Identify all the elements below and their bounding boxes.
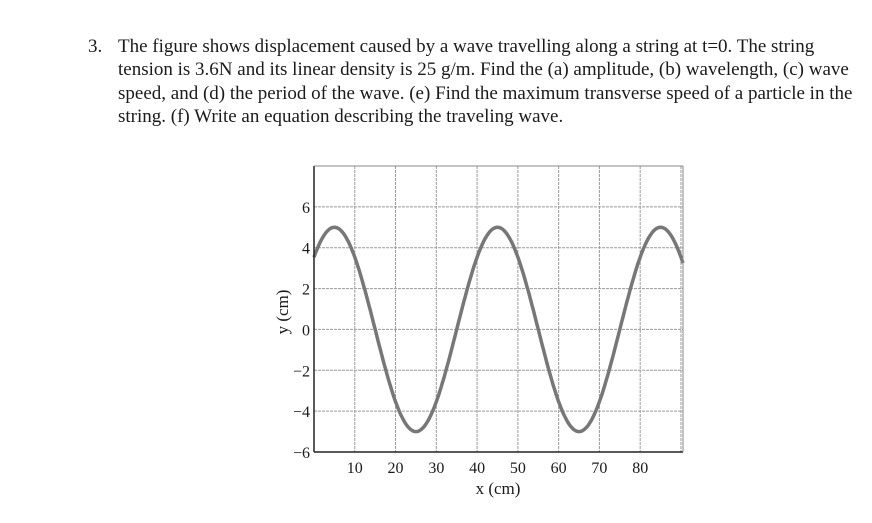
y-tick-label: −2 (293, 363, 310, 380)
y-tick-label: 2 (302, 282, 310, 299)
y-tick-label: −4 (293, 404, 310, 421)
x-tick-label: 60 (551, 460, 567, 477)
y-tick-label: 6 (302, 200, 310, 217)
x-tick-label: 50 (510, 460, 526, 477)
y-tick-label: −6 (293, 445, 310, 462)
problem-text: The figure shows displacement caused by … (118, 36, 853, 127)
axes-frame (313, 165, 684, 453)
x-tick-label: 70 (591, 460, 607, 477)
problem-number: 3. (88, 36, 103, 57)
y-tick-label: 4 (302, 241, 310, 258)
x-tick-label: 20 (388, 460, 404, 477)
y-tick-label: 0 (302, 322, 310, 339)
wave-curve (312, 225, 685, 434)
x-tick-label: 80 (632, 460, 648, 477)
y-axis-label: y (cm) (273, 290, 292, 335)
x-tick-label: 30 (428, 460, 444, 477)
x-axis-label: x (cm) (476, 479, 521, 498)
x-tick-label: 10 (347, 460, 363, 477)
x-tick-label: 40 (469, 460, 485, 477)
y-tick-labels: 6 4 2 0 −2 −4 −6 (293, 200, 310, 462)
x-tick-labels: 10 20 30 40 50 60 70 80 (347, 460, 648, 477)
